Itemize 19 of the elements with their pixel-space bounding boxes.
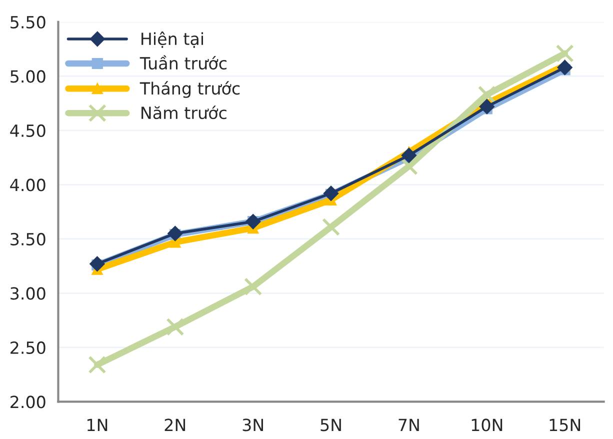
y-tick-label: 2.00 <box>10 396 46 408</box>
y-tick-label: 2.50 <box>10 341 46 354</box>
legend-label: Tuần trước <box>140 55 226 70</box>
legend-label: Năm trước <box>142 106 226 120</box>
legend-label: Hiện tại <box>142 32 203 48</box>
x-tick-label: 7N <box>398 418 419 432</box>
x-tick-label: 3N <box>242 418 263 432</box>
x-tick-label: 15N <box>550 418 580 432</box>
y-tick-label: 3.00 <box>10 287 46 300</box>
legend-label: Tháng trước <box>140 81 240 98</box>
y-tick-label: 3.50 <box>10 232 46 246</box>
x-tick-label: 5N <box>320 418 341 432</box>
y-tick-label: 5.00 <box>10 70 46 83</box>
y-tick-label: 5.50 <box>10 16 46 29</box>
x-tick-label: 2N <box>164 418 186 432</box>
x-tick-label: 1N <box>88 418 108 432</box>
y-tick-label: 4.00 <box>10 178 46 192</box>
y-tick-label: 4.50 <box>10 124 46 138</box>
x-tick-label: 10N <box>472 418 502 432</box>
